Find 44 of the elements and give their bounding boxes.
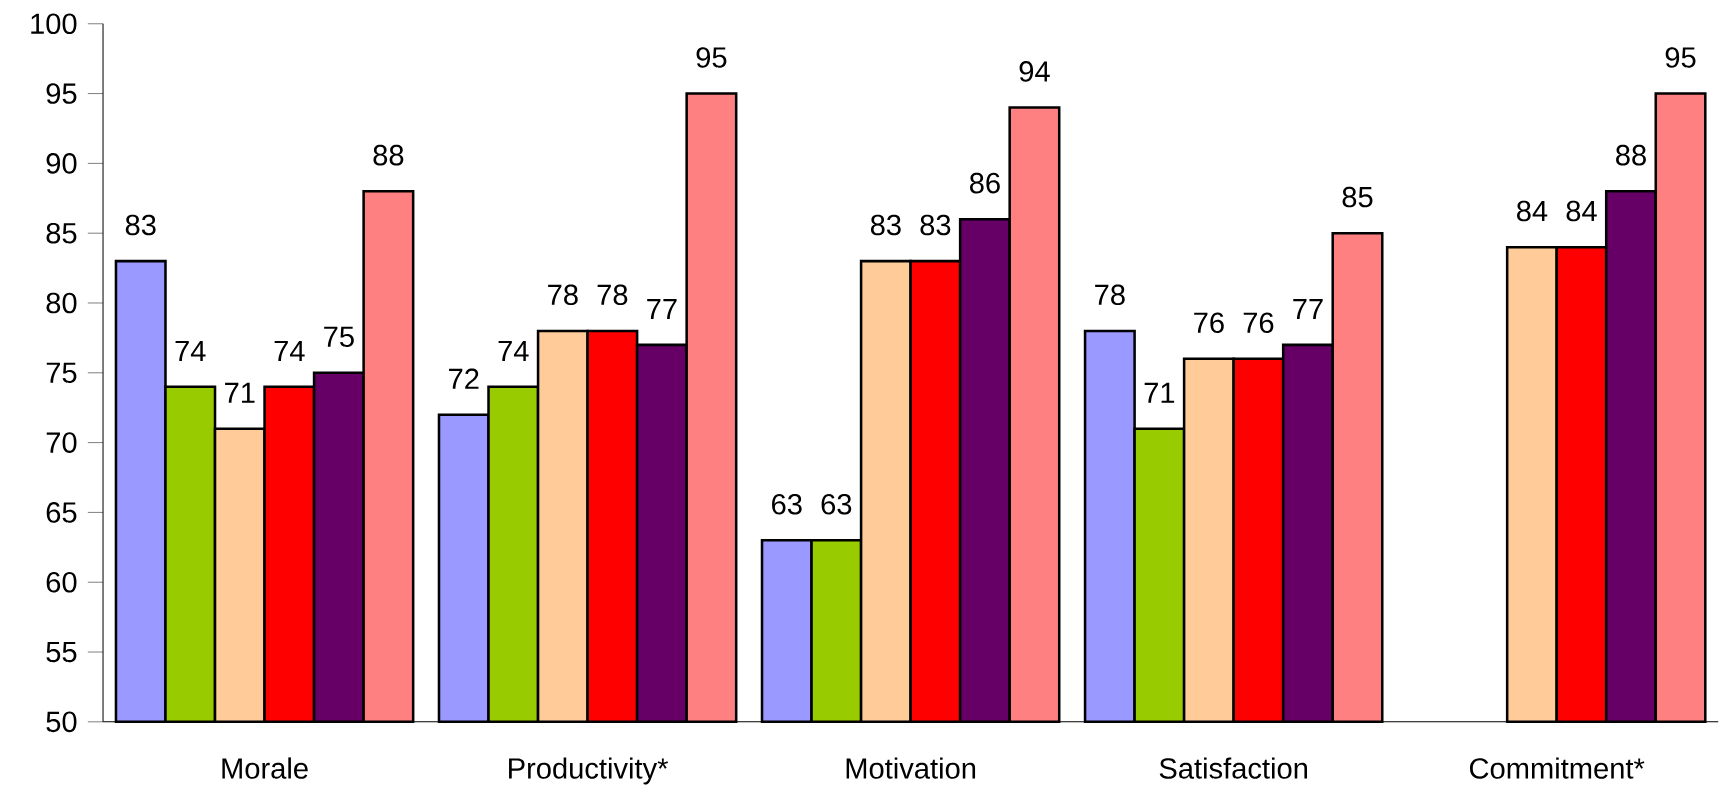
data-label: 83: [870, 214, 901, 236]
y-tick-label: 100: [31, 13, 77, 35]
data-label: 77: [647, 299, 677, 320]
y-tick-label: 70: [46, 432, 77, 453]
y-tick-label: 65: [46, 502, 77, 523]
data-label: 86: [970, 172, 1000, 194]
data-label: 72: [449, 368, 479, 389]
data-label: 71: [225, 382, 255, 403]
x-tick-label: Productivity*: [509, 757, 669, 785]
data-label: 74: [175, 340, 206, 361]
data-label: 71: [1144, 382, 1175, 403]
data-label: 77: [1293, 299, 1323, 320]
y-tick-label: 75: [46, 362, 77, 383]
data-label: 83: [920, 214, 951, 236]
y-tick-label: 85: [46, 222, 77, 244]
x-tick-label: Satisfaction: [1159, 757, 1308, 779]
data-label: 88: [373, 144, 404, 166]
data-label: 94: [1019, 61, 1050, 82]
data-label: 78: [597, 284, 628, 306]
data-label: 76: [1194, 312, 1224, 334]
data-label: 75: [324, 326, 354, 347]
x-tick-label: Morale: [222, 757, 308, 779]
y-tick-label: 80: [46, 292, 77, 314]
x-tick-label: Motivation: [846, 757, 976, 779]
data-label: 78: [1095, 284, 1125, 306]
data-label: 76: [1243, 312, 1274, 334]
y-tick-label: 55: [46, 641, 77, 663]
data-label: 85: [1342, 186, 1373, 208]
data-label: 63: [772, 493, 802, 515]
data-label: 95: [1665, 47, 1696, 68]
data-label: 88: [1616, 144, 1646, 166]
data-label: 74: [274, 340, 305, 361]
data-label: 63: [821, 493, 852, 515]
x-tick-label: Commitment*: [1469, 757, 1645, 779]
y-tick-label: 95: [46, 83, 77, 104]
data-label: 83: [125, 214, 156, 236]
y-tick-label: 50: [46, 711, 77, 733]
data-label: 95: [696, 47, 727, 68]
data-label: 84: [1566, 200, 1597, 222]
data-label: 74: [498, 340, 529, 361]
data-label: 78: [548, 284, 578, 306]
data-label: 84: [1517, 200, 1548, 222]
y-tick-label: 90: [46, 153, 77, 174]
y-tick-label: 60: [46, 571, 77, 593]
